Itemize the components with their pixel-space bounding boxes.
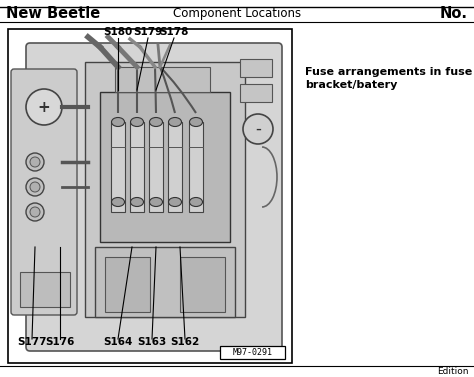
Text: S177: S177 [17, 337, 47, 347]
Circle shape [30, 182, 40, 192]
Text: Component Locations: Component Locations [173, 6, 301, 20]
Text: S179: S179 [133, 27, 163, 37]
Bar [8, 29, 292, 363]
Text: S162: S162 [170, 337, 200, 347]
Text: S176: S176 [46, 337, 75, 347]
Bar [149, 122, 163, 212]
Text: Fuse arrangements in fuse: Fuse arrangements in fuse [305, 67, 472, 77]
Bar [111, 122, 125, 212]
Ellipse shape [149, 198, 163, 207]
Bar [240, 59, 272, 77]
Ellipse shape [130, 198, 144, 207]
Ellipse shape [149, 118, 163, 127]
Text: Edition: Edition [438, 368, 469, 377]
Bar [168, 122, 182, 212]
Ellipse shape [190, 198, 202, 207]
Circle shape [26, 203, 44, 221]
Ellipse shape [190, 118, 202, 127]
Bar [115, 67, 210, 92]
Bar [189, 122, 203, 212]
FancyBboxPatch shape [26, 43, 282, 351]
Circle shape [30, 157, 40, 167]
Bar [95, 247, 235, 317]
Bar [240, 84, 272, 102]
Circle shape [26, 89, 62, 125]
Text: No.: No. [440, 6, 468, 20]
Ellipse shape [111, 118, 125, 127]
Ellipse shape [130, 118, 144, 127]
Ellipse shape [168, 198, 182, 207]
Ellipse shape [168, 118, 182, 127]
Text: New Beetle: New Beetle [6, 6, 100, 20]
Circle shape [30, 207, 40, 217]
Bar [105, 257, 150, 312]
Bar [100, 92, 230, 242]
Circle shape [26, 178, 44, 196]
Text: bracket/batery: bracket/batery [305, 80, 397, 90]
Text: -: - [255, 120, 261, 138]
Bar [85, 62, 245, 317]
FancyBboxPatch shape [11, 69, 77, 315]
Bar [130, 122, 144, 212]
Text: S180: S180 [103, 27, 133, 37]
Text: M97-0291: M97-0291 [233, 348, 273, 357]
Bar [20, 272, 70, 307]
Circle shape [26, 153, 44, 171]
Text: S163: S163 [137, 337, 167, 347]
Text: S164: S164 [103, 337, 133, 347]
Circle shape [243, 114, 273, 144]
Text: +: + [37, 100, 50, 115]
Ellipse shape [111, 198, 125, 207]
Text: S178: S178 [159, 27, 189, 37]
Bar [220, 346, 285, 359]
Bar [180, 257, 225, 312]
